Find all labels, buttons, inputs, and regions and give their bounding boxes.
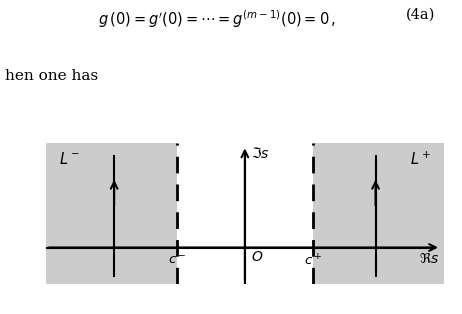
Text: $c^+$: $c^+$ <box>304 254 322 269</box>
Text: $c^-$: $c^-$ <box>168 254 186 267</box>
Text: $\Im s$: $\Im s$ <box>251 147 270 161</box>
Text: $L^-$: $L^-$ <box>59 151 80 167</box>
Text: (4a): (4a) <box>406 8 435 22</box>
Bar <box>313 143 444 284</box>
Text: $\Re s$: $\Re s$ <box>419 252 439 266</box>
Text: $L^+$: $L^+$ <box>410 151 431 168</box>
Bar <box>46 143 177 284</box>
Text: $O$: $O$ <box>251 250 263 264</box>
Text: $g\,(0)=g^{\prime}(0)=\cdots=g^{(m-1)}(0)=0\,,$: $g\,(0)=g^{\prime}(0)=\cdots=g^{(m-1)}(0… <box>98 8 336 30</box>
Text: hen one has: hen one has <box>5 69 98 83</box>
